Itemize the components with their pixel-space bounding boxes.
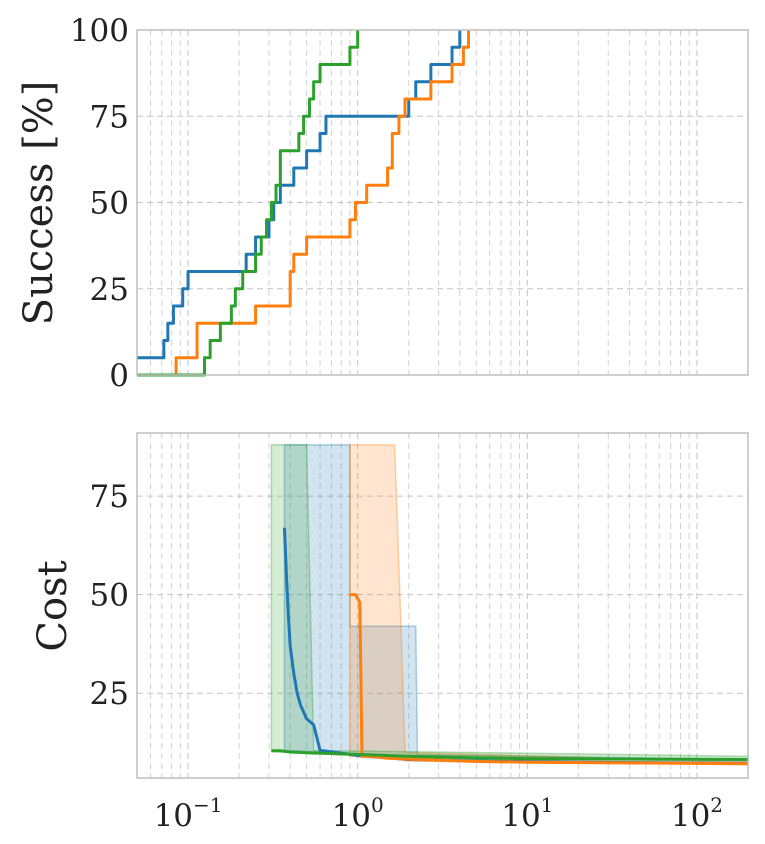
cost-series-line <box>271 749 749 761</box>
x-tick-label: 10−1 <box>154 793 223 834</box>
cost-y-axis-title: Cost <box>30 560 76 651</box>
cost-y-tick-label: 50 <box>90 578 129 614</box>
success-series-line <box>137 30 470 377</box>
success-y-tick-label: 50 <box>90 186 129 222</box>
success-series-line <box>137 30 360 377</box>
success-lines <box>137 30 470 377</box>
success-ticks: 0 25 50 75 100 <box>70 13 129 394</box>
success-y-axis-title: Success [%] <box>16 81 62 326</box>
cost-grid <box>136 433 749 778</box>
success-y-tick-label: 75 <box>90 99 129 135</box>
success-panel-frame <box>136 29 749 376</box>
cost-ticks: 25 50 75 10−1 100 101 102 <box>90 479 723 834</box>
success-y-tick-label: 25 <box>90 272 129 308</box>
cost-panel: 25 50 75 10−1 100 101 102 Cost <box>30 432 749 834</box>
x-tick-label: 100 <box>332 793 384 834</box>
x-tick-label: 102 <box>671 793 723 834</box>
success-panel: 0 25 50 75 100 Success [%] <box>16 13 749 394</box>
cost-panel-background <box>137 433 748 778</box>
x-tick-label: 101 <box>501 793 553 834</box>
cost-y-tick-label: 25 <box>90 676 129 712</box>
cost-series-line <box>349 593 749 766</box>
success-y-tick-label: 0 <box>109 358 129 394</box>
success-y-tick-label: 100 <box>70 13 129 49</box>
cost-panel-frame <box>136 432 749 779</box>
cost-y-tick-label: 75 <box>90 479 129 515</box>
